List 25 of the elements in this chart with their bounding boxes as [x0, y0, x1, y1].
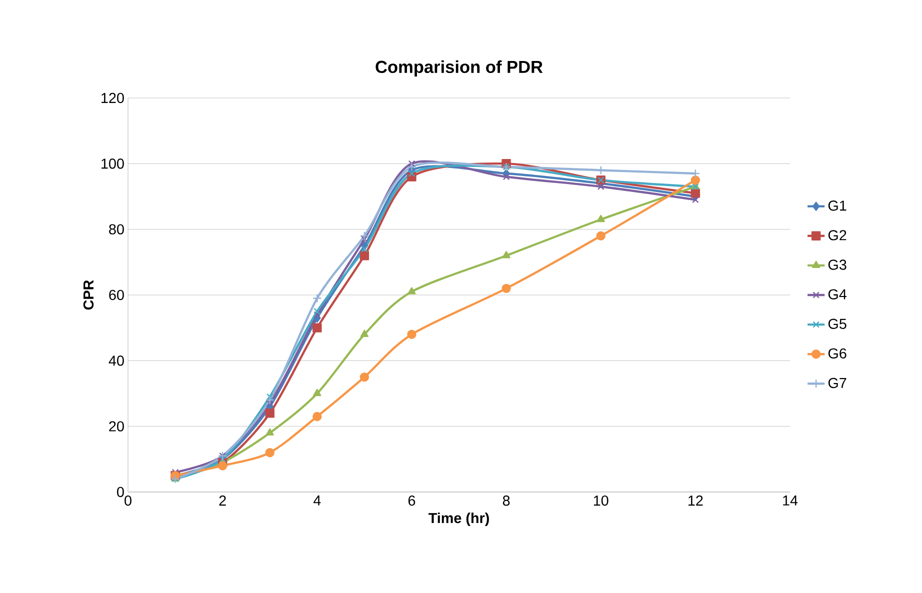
legend-label: G4	[828, 289, 847, 300]
x-tick-label: 0	[124, 496, 132, 506]
x-tick-label: 2	[219, 496, 226, 506]
legend-label: G5	[828, 318, 846, 329]
y-tick-label: 0	[117, 486, 124, 498]
y-tick-label: 100	[102, 158, 124, 169]
chart-title: Comparision of PDR	[376, 60, 543, 76]
y-tick-label: 20	[109, 421, 124, 432]
x-tick-label: 8	[502, 496, 510, 506]
y-tick-label: 80	[109, 224, 124, 234]
x-tick-label: 14	[783, 496, 798, 506]
legend-label: G3	[828, 260, 846, 270]
y-tick-label: 40	[108, 356, 124, 366]
y-tick-label: 120	[102, 92, 124, 104]
legend-label: G6	[828, 348, 846, 359]
x-tick-label: 4	[313, 496, 321, 506]
y-axis-title: CPR	[83, 280, 94, 310]
x-tick-label: 10	[594, 496, 608, 506]
legend-label: G1	[828, 200, 846, 211]
legend-label: G7	[828, 378, 846, 388]
x-tick-label: 6	[408, 496, 416, 506]
x-axis-title: Time (hr)	[428, 512, 489, 526]
legend-label: G2	[828, 230, 846, 240]
x-tick-label: 12	[688, 496, 703, 506]
y-tick-label: 60	[109, 290, 124, 300]
